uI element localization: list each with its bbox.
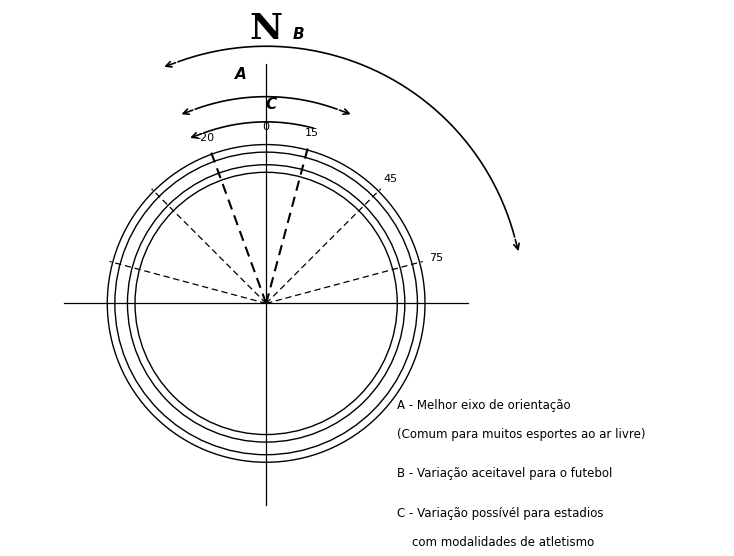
Text: A - Melhor eixo de orientação: A - Melhor eixo de orientação	[397, 399, 571, 412]
Text: 15: 15	[305, 128, 319, 138]
Text: B - Variação aceitavel para o futebol: B - Variação aceitavel para o futebol	[397, 468, 613, 480]
Text: B: B	[293, 27, 305, 42]
Text: 0: 0	[263, 122, 269, 132]
Text: N: N	[250, 12, 283, 46]
Text: (Comum para muitos esportes ao ar livre): (Comum para muitos esportes ao ar livre)	[397, 428, 646, 441]
Text: -20: -20	[197, 132, 215, 142]
Text: C - Variação possívél para estadios: C - Variação possívél para estadios	[397, 507, 604, 519]
Text: 45: 45	[384, 173, 398, 183]
Text: 75: 75	[429, 253, 443, 263]
Text: C: C	[266, 97, 277, 112]
Text: com modalidades de atletismo: com modalidades de atletismo	[397, 535, 595, 549]
Text: A: A	[235, 67, 247, 82]
